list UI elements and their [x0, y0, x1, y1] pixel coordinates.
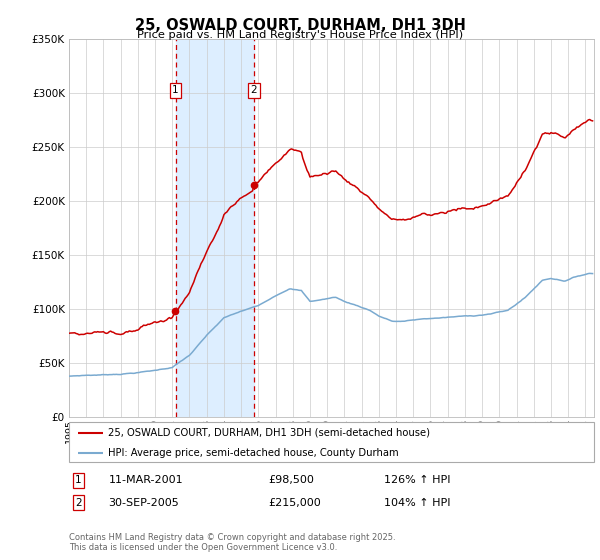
- Text: 25, OSWALD COURT, DURHAM, DH1 3DH (semi-detached house): 25, OSWALD COURT, DURHAM, DH1 3DH (semi-…: [109, 428, 430, 438]
- Text: 1: 1: [172, 85, 179, 95]
- Text: 2: 2: [75, 498, 82, 508]
- Text: 1: 1: [75, 475, 82, 486]
- Text: HPI: Average price, semi-detached house, County Durham: HPI: Average price, semi-detached house,…: [109, 448, 399, 458]
- Text: 2: 2: [251, 85, 257, 95]
- Text: Contains HM Land Registry data © Crown copyright and database right 2025.: Contains HM Land Registry data © Crown c…: [69, 533, 395, 542]
- FancyBboxPatch shape: [69, 422, 594, 462]
- Text: 30-SEP-2005: 30-SEP-2005: [109, 498, 179, 508]
- Text: 25, OSWALD COURT, DURHAM, DH1 3DH: 25, OSWALD COURT, DURHAM, DH1 3DH: [134, 18, 466, 33]
- Text: This data is licensed under the Open Government Licence v3.0.: This data is licensed under the Open Gov…: [69, 543, 337, 552]
- Text: Price paid vs. HM Land Registry's House Price Index (HPI): Price paid vs. HM Land Registry's House …: [137, 30, 463, 40]
- Text: £215,000: £215,000: [269, 498, 321, 508]
- Bar: [176, 39, 254, 417]
- Text: 11-MAR-2001: 11-MAR-2001: [109, 475, 183, 486]
- Text: 126% ↑ HPI: 126% ↑ HPI: [384, 475, 451, 486]
- Text: £98,500: £98,500: [269, 475, 314, 486]
- Text: 104% ↑ HPI: 104% ↑ HPI: [384, 498, 451, 508]
